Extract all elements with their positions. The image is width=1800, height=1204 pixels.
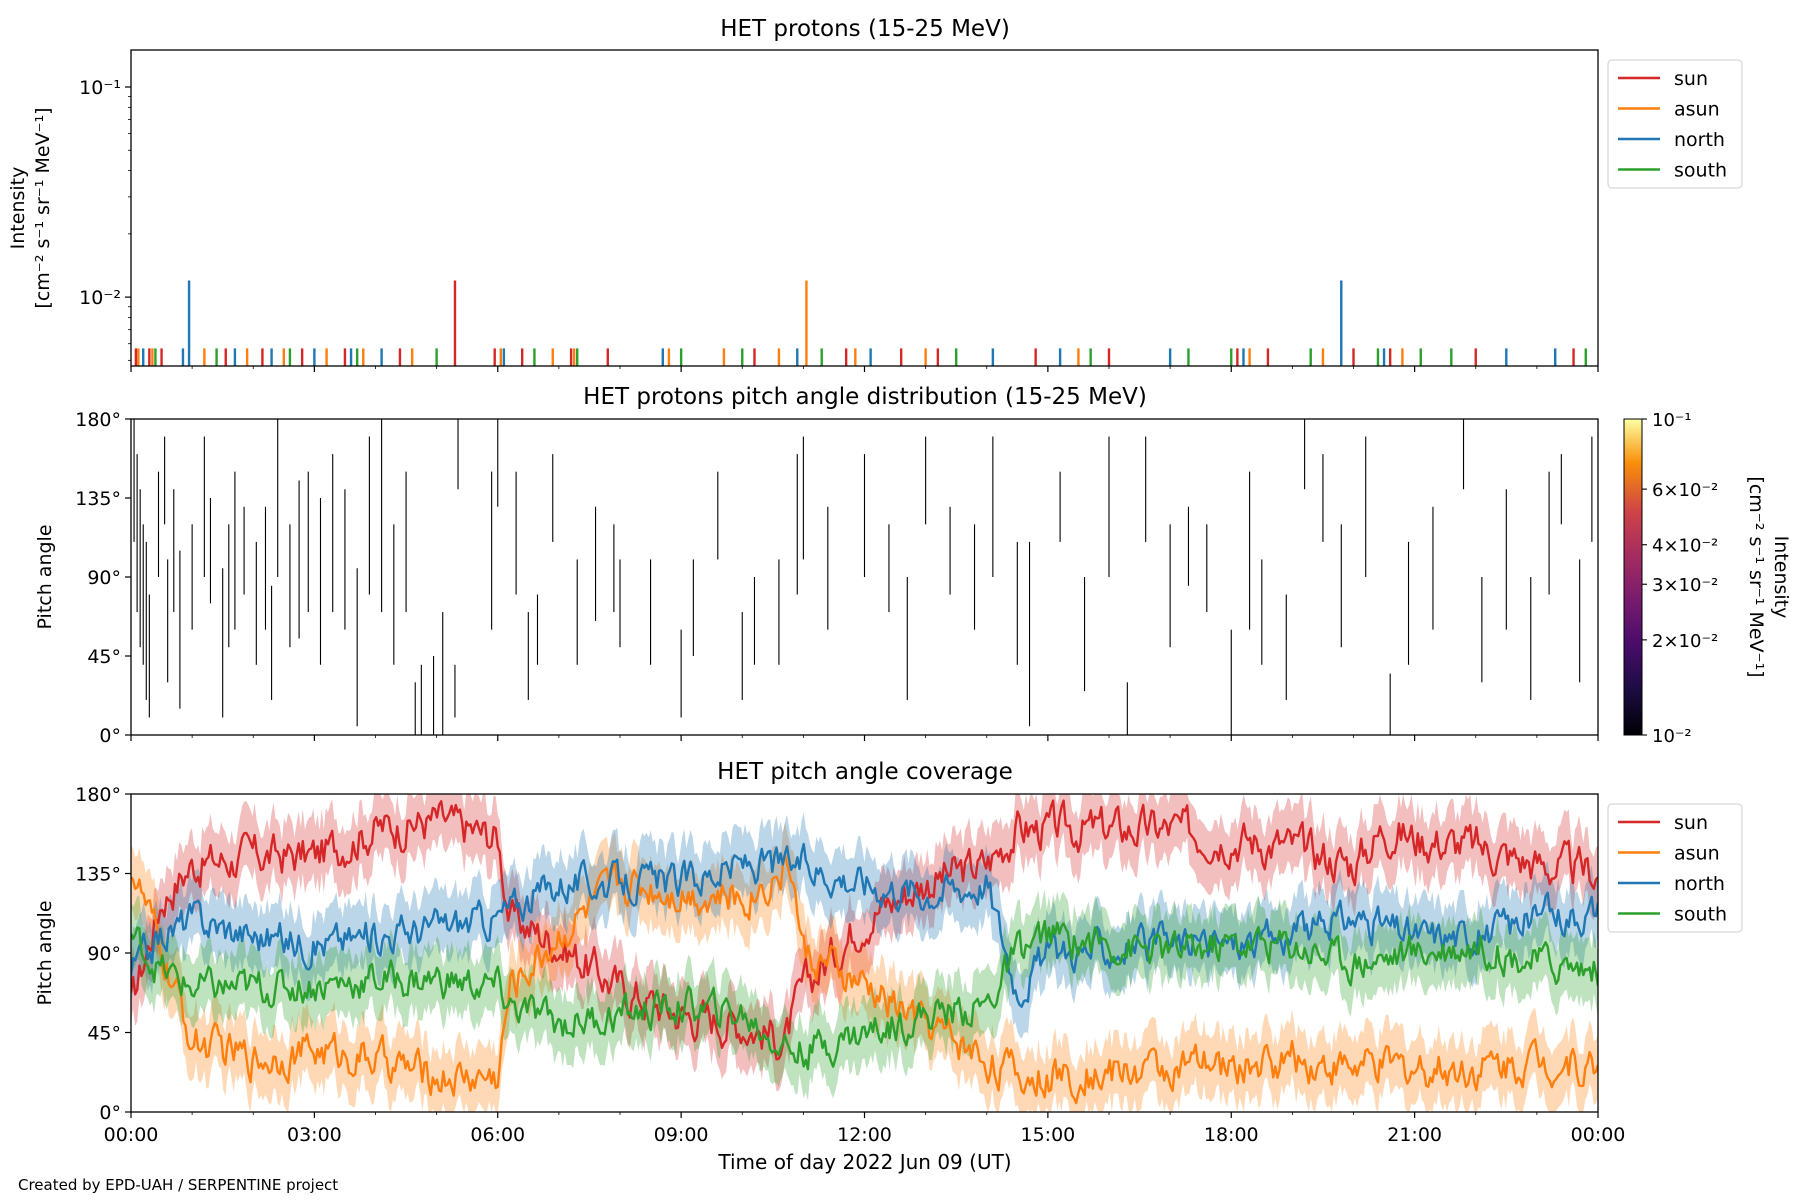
panel3-ylabel: Pitch angle: [34, 900, 56, 1005]
y-tick-label: 180°: [75, 784, 121, 806]
panel1-data: [134, 280, 1587, 366]
y-tick-label: 45°: [87, 646, 121, 668]
series-line-asun: [131, 852, 1598, 1105]
x-tick-label: 03:00: [287, 1124, 342, 1146]
colorbar-tick-label: 10⁻²: [1652, 726, 1692, 747]
x-tick-label: 21:00: [1387, 1124, 1442, 1146]
series-line-north: [131, 842, 1598, 1008]
legend-label-south: south: [1674, 904, 1727, 926]
y-tick-label: 90°: [87, 567, 121, 589]
colorbar-label-line1: Intensity: [1770, 536, 1792, 619]
panel3-xlabel: Time of day 2022 Jun 09 (UT): [717, 1150, 1011, 1174]
legend-label-asun: asun: [1674, 843, 1720, 865]
colorbar-tick-label: 4×10⁻²: [1652, 536, 1718, 557]
y-tick-label: 0°: [99, 725, 121, 747]
x-tick-label: 06:00: [470, 1124, 525, 1146]
legend-label-asun: asun: [1674, 99, 1720, 121]
series-line-sun: [131, 799, 1598, 1061]
colorbar-tick-label: 3×10⁻²: [1652, 575, 1718, 596]
panel1-ylabel-line2: [cm⁻² s⁻¹ sr⁻¹ MeV⁻¹]: [32, 107, 54, 308]
panel1-legend: sun asun north south: [1607, 59, 1743, 189]
panel2-title: HET protons pitch angle distribution (15…: [583, 384, 1147, 410]
y-tick-label: 135°: [75, 488, 121, 510]
colorbar-tick-label: 6×10⁻²: [1652, 480, 1718, 501]
x-tick-label: 12:00: [837, 1124, 892, 1146]
panel3-title: HET pitch angle coverage: [717, 759, 1013, 785]
colorbar: [1623, 418, 1643, 736]
band-asun: [131, 822, 1598, 1112]
panel1-title: HET protons (15-25 MeV): [720, 16, 1010, 42]
colorbar-tick-label: 10⁻¹: [1652, 410, 1692, 431]
legend-label-sun: sun: [1674, 812, 1708, 834]
x-tick-label: 09:00: [654, 1124, 709, 1146]
y-tick-label: 0°: [99, 1102, 121, 1124]
footer-credit: Created by EPD-UAH / SERPENTINE project: [18, 1176, 339, 1194]
x-tick-label: 15:00: [1020, 1124, 1075, 1146]
legend-label-south: south: [1674, 160, 1727, 182]
y-tick-label: 135°: [75, 864, 121, 886]
panel1-ylabel-line1: Intensity: [7, 167, 29, 250]
y-tick-label: 45°: [87, 1023, 121, 1045]
legend-label-north: north: [1674, 873, 1725, 895]
panel1-frame: [130, 49, 1599, 367]
colorbar-tick-label: 2×10⁻²: [1652, 631, 1718, 652]
legend-box: [1607, 803, 1743, 933]
panel3-legend: sun asun north south: [1607, 803, 1743, 933]
x-tick-label: 00:00: [104, 1124, 159, 1146]
legend-label-north: north: [1674, 129, 1725, 151]
colorbar-label-line2: [cm⁻² s⁻¹ sr⁻¹ MeV⁻¹]: [1745, 476, 1767, 677]
plot-layer: 10⁻¹ 10⁻² sun asun north south 0° 45° 90° 135° 180…: [75, 49, 1743, 1146]
panel2-data: [133, 419, 1593, 735]
x-tick-label: 18:00: [1204, 1124, 1259, 1146]
band-north: [131, 812, 1598, 1039]
x-tick-label: 00:00: [1571, 1124, 1626, 1146]
y-tick-label: 10⁻¹: [79, 77, 121, 99]
y-tick-label: 90°: [87, 943, 121, 965]
y-tick-label: 10⁻²: [79, 287, 121, 309]
panel2-ylabel: Pitch angle: [34, 524, 56, 629]
series-line-south: [131, 919, 1598, 1071]
panel3-data: [131, 794, 1598, 1112]
legend-box: [1607, 59, 1743, 189]
legend-label-sun: sun: [1674, 68, 1708, 90]
y-tick-label: 180°: [75, 409, 121, 431]
